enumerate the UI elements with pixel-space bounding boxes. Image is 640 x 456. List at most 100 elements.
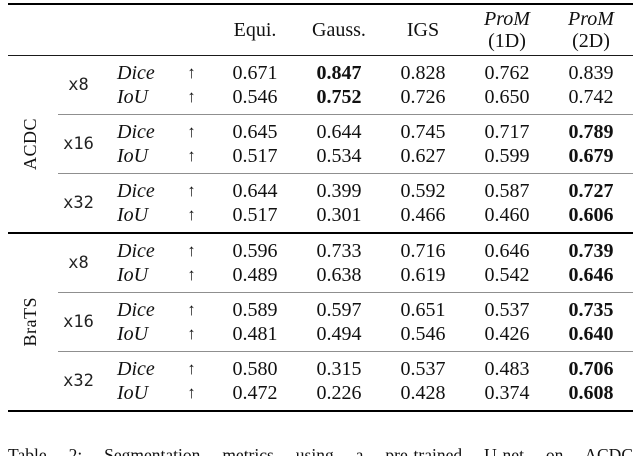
table-top-rule	[8, 3, 633, 5]
metric-value: 0.534	[316, 144, 362, 167]
table-row: Dice ↑ 0.580 0.315 0.537 0.483 0.706	[105, 357, 633, 381]
metric-value: 0.646	[568, 263, 614, 286]
metric-value: 0.589	[232, 298, 278, 321]
metric-value: 0.315	[316, 357, 362, 380]
metric-value: 0.733	[316, 239, 362, 262]
metric-value: 0.546	[232, 85, 278, 108]
metric-label-iou: IoU	[117, 322, 149, 345]
metric-value: 0.472	[232, 381, 278, 404]
metric-label-dice: Dice	[117, 61, 155, 84]
table-row: IoU ↑ 0.517 0.301 0.466 0.460 0.606	[105, 203, 633, 227]
metric-value: 0.640	[568, 322, 614, 345]
metric-value: 0.428	[400, 381, 446, 404]
metric-value: 0.847	[316, 61, 362, 84]
up-arrow-icon: ↑	[187, 146, 196, 165]
metric-label-iou: IoU	[117, 85, 149, 108]
block-acdc-x32: x32 Dice ↑ 0.644 0.399 0.592 0.587 0.727	[52, 174, 633, 232]
prom-1d-sublabel: (1D)	[488, 30, 526, 52]
up-arrow-icon: ↑	[187, 87, 196, 106]
table-row: Dice ↑ 0.596 0.733 0.716 0.646 0.739	[105, 239, 633, 263]
metric-value: 0.399	[316, 179, 362, 202]
table-row: Dice ↑ 0.645 0.644 0.745 0.717 0.789	[105, 120, 633, 144]
metric-value: 0.481	[232, 322, 278, 345]
block-acdc-x16: x16 Dice ↑ 0.645 0.644 0.745 0.717 0.789	[52, 115, 633, 173]
table-row: Dice ↑ 0.671 0.847 0.828 0.762 0.839	[105, 61, 633, 85]
table-row: IoU ↑ 0.546 0.752 0.726 0.650 0.742	[105, 85, 633, 109]
column-header-prom-2d: ProM (2D)	[549, 8, 633, 52]
metric-label-iou: IoU	[117, 381, 149, 404]
acdc-blocks: x8 Dice ↑ 0.671 0.847 0.828 0.762 0.839	[52, 56, 633, 232]
metric-label-iou: IoU	[117, 144, 149, 167]
metric-value: 0.651	[400, 298, 446, 321]
metric-value: 0.762	[484, 61, 530, 84]
metric-value: 0.727	[568, 179, 614, 202]
metric-value: 0.587	[484, 179, 530, 202]
up-arrow-icon: ↑	[187, 181, 196, 200]
metric-value: 0.489	[232, 263, 278, 286]
metric-value: 0.828	[400, 61, 446, 84]
metric-value: 0.596	[232, 239, 278, 262]
metric-label-dice: Dice	[117, 357, 155, 380]
table-row: IoU ↑ 0.481 0.494 0.546 0.426 0.640	[105, 322, 633, 346]
up-arrow-icon: ↑	[187, 63, 196, 82]
metric-value: 0.650	[484, 85, 530, 108]
metric-value: 0.426	[484, 322, 530, 345]
section-acdc: ACDC x8 Dice ↑ 0.671 0.847 0.828 0.762 0…	[8, 56, 633, 232]
metric-value: 0.717	[484, 120, 530, 143]
metric-value: 0.752	[316, 85, 362, 108]
up-arrow-icon: ↑	[187, 324, 196, 343]
metric-value: 0.706	[568, 357, 614, 380]
table-bottom-rule	[8, 410, 633, 412]
metric-value: 0.789	[568, 120, 614, 143]
metric-value: 0.645	[232, 120, 278, 143]
block-brats-x16: x16 Dice ↑ 0.589 0.597 0.651 0.537 0.735	[52, 293, 633, 351]
metric-value: 0.638	[316, 263, 362, 286]
metric-value: 0.546	[400, 322, 446, 345]
table-row: IoU ↑ 0.489 0.638 0.619 0.542 0.646	[105, 263, 633, 287]
scale-label-x8: x8	[68, 75, 89, 95]
up-arrow-icon: ↑	[187, 300, 196, 319]
up-arrow-icon: ↑	[187, 241, 196, 260]
metric-value: 0.606	[568, 203, 614, 226]
block-acdc-x8: x8 Dice ↑ 0.671 0.847 0.828 0.762 0.839	[52, 56, 633, 114]
dataset-label-column: ACDC	[8, 56, 52, 232]
metric-value: 0.644	[316, 120, 362, 143]
metric-value: 0.226	[316, 381, 362, 404]
column-header-prom-1d: ProM (1D)	[465, 8, 549, 52]
metric-label-dice: Dice	[117, 120, 155, 143]
scale-label-x32: x32	[63, 193, 94, 213]
metric-value: 0.735	[568, 298, 614, 321]
metric-value: 0.716	[400, 239, 446, 262]
metric-value: 0.537	[484, 298, 530, 321]
scale-label-x32: x32	[63, 371, 94, 391]
metric-value: 0.537	[400, 357, 446, 380]
up-arrow-icon: ↑	[187, 383, 196, 402]
metric-value: 0.644	[232, 179, 278, 202]
metric-value: 0.726	[400, 85, 446, 108]
block-divider-rule	[58, 114, 633, 115]
table-row: Dice ↑ 0.644 0.399 0.592 0.587 0.727	[105, 179, 633, 203]
table-header-row: Equi. Gauss. IGS ProM (1D) ProM (2D)	[8, 5, 633, 55]
metric-label-dice: Dice	[117, 298, 155, 321]
prom-2d-sublabel: (2D)	[572, 30, 610, 52]
metric-value: 0.619	[400, 263, 446, 286]
scale-label-x16: x16	[63, 134, 94, 154]
metric-value: 0.671	[232, 61, 278, 84]
section-brats: BraTS x8 Dice ↑ 0.596 0.733 0.716 0.646 …	[8, 234, 633, 410]
metric-value: 0.517	[232, 144, 278, 167]
metric-value: 0.627	[400, 144, 446, 167]
metric-value: 0.679	[568, 144, 614, 167]
dataset-label-column: BraTS	[8, 234, 52, 410]
metric-value: 0.494	[316, 322, 362, 345]
metric-value: 0.745	[400, 120, 446, 143]
block-brats-x32: x32 Dice ↑ 0.580 0.315 0.537 0.483 0.706	[52, 352, 633, 410]
metric-label-dice: Dice	[117, 239, 155, 262]
metric-value: 0.739	[568, 239, 614, 262]
results-table: Equi. Gauss. IGS ProM (1D) ProM (2D) ACD…	[8, 3, 633, 412]
metric-value: 0.301	[316, 203, 362, 226]
prom-label: ProM	[484, 8, 530, 30]
header-separator-rule	[8, 55, 633, 56]
dataset-label-brats: BraTS	[19, 297, 40, 347]
prom-label: ProM	[568, 8, 614, 30]
